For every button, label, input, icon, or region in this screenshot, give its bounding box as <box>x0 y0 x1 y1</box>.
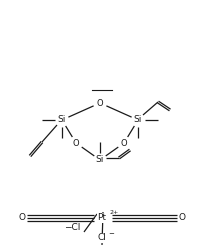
Text: O: O <box>19 213 26 223</box>
Text: Si: Si <box>96 155 104 165</box>
Text: Pt: Pt <box>98 213 106 223</box>
Text: Si: Si <box>134 116 142 124</box>
Text: 2+: 2+ <box>110 210 119 215</box>
Text: −: − <box>108 231 114 237</box>
Text: O: O <box>73 138 79 147</box>
Text: −Cl: −Cl <box>64 224 80 233</box>
Text: O: O <box>121 138 127 147</box>
Text: O: O <box>97 99 103 108</box>
Text: Cl: Cl <box>98 234 106 243</box>
Text: Si: Si <box>58 116 66 124</box>
Text: O: O <box>178 213 185 223</box>
